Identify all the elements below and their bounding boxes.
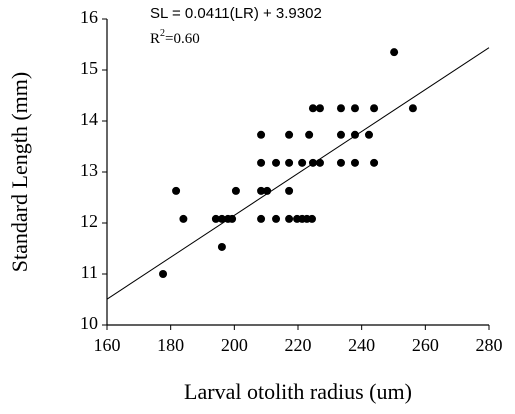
point [257,130,266,139]
point [315,104,324,113]
r2-sup: 2 [160,28,165,39]
equation: SL = 0.0411(LR) + 3.9302 [150,5,322,22]
x-tick-label: 160 [94,335,121,355]
point [285,214,294,223]
point [336,130,345,139]
r2-base: R [150,31,160,47]
x-tick-label: 180 [157,335,184,355]
point [336,158,345,167]
point [315,158,324,167]
point [350,104,359,113]
point [408,104,417,113]
point [298,158,307,167]
point [159,270,168,278]
point [172,186,181,195]
point [305,130,314,139]
point [217,242,226,251]
point [364,130,373,139]
point [272,158,281,167]
point [257,186,266,195]
point [257,158,266,167]
point [285,186,294,195]
y-tick-label: 14 [80,109,98,129]
x-tick-label: 260 [412,335,439,355]
point [308,104,317,113]
y-axis-title: Standard Length (mm) [7,72,32,272]
point [285,158,294,167]
point [231,186,240,195]
point [350,130,359,139]
x-tick-label: 220 [285,335,312,355]
point [390,48,399,57]
point [217,214,226,223]
point [370,104,379,113]
y-tick-label: 13 [80,160,98,180]
point [179,214,188,223]
x-axis-title: Larval otolith radius (um) [184,379,412,404]
y-tick-label: 10 [80,313,98,333]
point [272,214,281,223]
x-tick-label: 240 [348,335,375,355]
x-tick-label: 280 [476,335,503,355]
point [308,158,317,167]
trendline [106,47,490,300]
point [336,104,345,113]
point [263,186,272,195]
point [285,130,294,139]
y-tick-label: 11 [81,262,98,282]
point [350,158,359,167]
r-squared: R2=0.60 [150,28,200,47]
point [370,158,379,167]
point [228,214,237,223]
x-tick-label: 200 [221,335,248,355]
point [257,214,266,223]
y-tick-label: 16 [80,7,98,27]
point [211,214,220,223]
y-tick-label: 15 [80,58,98,78]
y-tick-label: 12 [80,211,98,231]
r2-tail: =0.60 [165,31,200,47]
point [308,214,317,223]
